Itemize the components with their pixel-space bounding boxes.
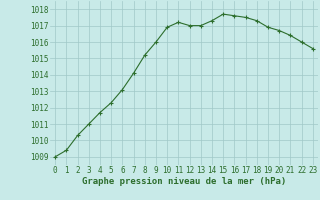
X-axis label: Graphe pression niveau de la mer (hPa): Graphe pression niveau de la mer (hPa) <box>82 177 286 186</box>
